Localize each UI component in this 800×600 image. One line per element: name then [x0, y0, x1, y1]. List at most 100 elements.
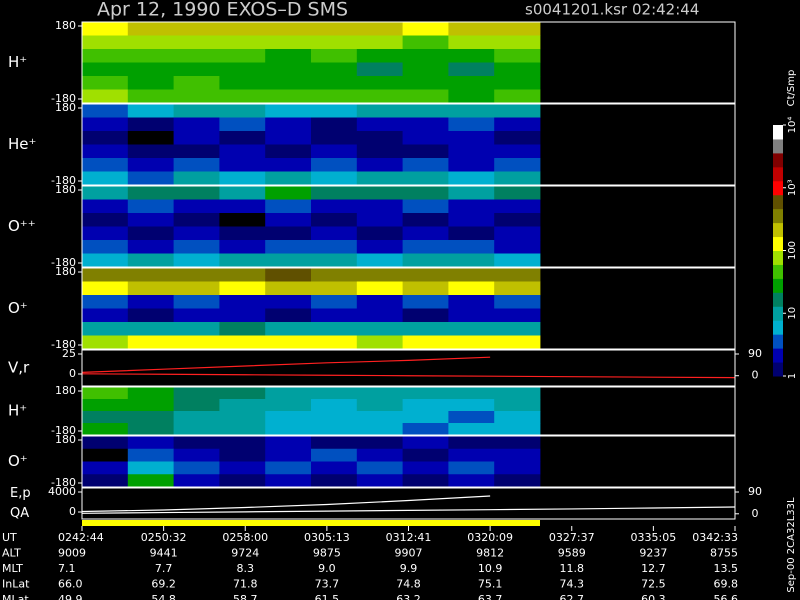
heatmap-cell: [82, 76, 129, 90]
heatmap-cell: [265, 268, 312, 282]
cell: 54.8: [151, 593, 176, 600]
heatmap-cell: [173, 49, 220, 63]
heatmap-cell: [127, 158, 174, 172]
heatmap-cell: [494, 335, 541, 350]
heatmap-cell: [356, 308, 403, 323]
heatmap-cell: [173, 411, 220, 424]
panel-frame: [81, 487, 736, 520]
heatmap-cell: [173, 144, 220, 159]
y-tick-label: -180: [51, 424, 76, 437]
heatmap-cell: [127, 387, 174, 400]
heatmap-cell: [127, 461, 174, 475]
heatmap-cell: [356, 131, 403, 145]
heatmap-cell: [448, 144, 495, 159]
colorbar-cell: [773, 125, 783, 140]
row-label: MLat: [2, 593, 29, 600]
cell: 63.2: [396, 593, 421, 600]
heatmap-cell: [173, 436, 220, 450]
heatmap-cell: [265, 158, 312, 172]
heatmap-cell: [173, 35, 220, 50]
heatmap-cell: [402, 448, 449, 462]
data-line: [81, 356, 491, 373]
heatmap-cell: [82, 144, 129, 159]
heatmap-cell: [265, 474, 312, 488]
heatmap-cell: [402, 461, 449, 475]
panel-label: QA: [10, 506, 29, 521]
colorbar-cell: [773, 334, 783, 349]
heatmap-cell: [494, 448, 541, 462]
heatmap-cell: [448, 308, 495, 323]
heatmap-cell: [173, 295, 220, 309]
heatmap-cell: [265, 436, 312, 450]
heatmap-cell: [448, 158, 495, 172]
heatmap-cell: [402, 399, 449, 412]
heatmap-cell: [448, 268, 495, 282]
heatmap-cell: [82, 474, 129, 488]
heatmap-cell: [173, 186, 220, 200]
heatmap-cell: [82, 117, 129, 132]
y2-tick-label: 0: [752, 369, 759, 382]
cell: 75.1: [478, 578, 503, 591]
heatmap-cell: [494, 49, 541, 63]
heatmap-cell: [219, 281, 266, 296]
heatmap-cell: [219, 131, 266, 145]
colorbar-cell: [773, 250, 783, 265]
heatmap-cell: [311, 436, 358, 450]
heatmap-cell: [356, 461, 403, 475]
heatmap-cell: [219, 49, 266, 63]
heatmap-cell: [356, 399, 403, 412]
heatmap-cell: [402, 295, 449, 309]
heatmap-cell: [356, 226, 403, 241]
heatmap-cell: [127, 144, 174, 159]
y-tick-label: 180: [55, 384, 76, 397]
panel-label: O⁺: [8, 299, 28, 317]
heatmap-cell: [494, 131, 541, 145]
cell: 8755: [710, 547, 738, 560]
row-label: UT: [2, 531, 17, 544]
heatmap-cell: [402, 226, 449, 241]
heatmap-cell: [219, 474, 266, 488]
heatmap-cell: [82, 104, 129, 118]
heatmap-cell: [402, 213, 449, 227]
heatmap-cell: [494, 144, 541, 159]
heatmap-cell: [402, 186, 449, 200]
heatmap-cell: [265, 171, 312, 186]
colorbar-cell: [773, 306, 783, 321]
heatmap-cell: [494, 281, 541, 296]
heatmap-cell: [219, 253, 266, 268]
heatmap-cell: [494, 308, 541, 323]
heatmap-cell: [265, 399, 312, 412]
heatmap-cell: [448, 387, 495, 400]
heatmap-cell: [82, 322, 129, 336]
heatmap-cell: [448, 322, 495, 336]
heatmap-cell: [265, 89, 312, 104]
heatmap-cell: [311, 226, 358, 241]
file-time: 02:42:44: [632, 1, 699, 19]
heatmap-cell: [448, 295, 495, 309]
heatmap-cell: [219, 76, 266, 90]
heatmap-cell: [173, 199, 220, 214]
qa-bar: [82, 520, 540, 526]
heatmap-cell: [82, 213, 129, 227]
heatmap-cell: [402, 49, 449, 63]
heatmap-cell: [127, 423, 174, 436]
row-label: InLat: [2, 578, 30, 591]
colorbar-label: Ct/Smp: [786, 70, 797, 107]
heatmap-cell: [311, 35, 358, 50]
heatmap-cell: [173, 22, 220, 36]
heatmap-cell: [173, 171, 220, 186]
heatmap-cell: [127, 226, 174, 241]
heatmap-cell: [265, 308, 312, 323]
cell: 0335:05: [631, 531, 677, 544]
panel-frame: [81, 185, 736, 268]
y-tick-label: -180: [51, 476, 76, 489]
heatmap-cell: [173, 387, 220, 400]
heatmap-cell: [356, 76, 403, 90]
colorbar-cell: [773, 320, 783, 335]
heatmap-cell: [448, 22, 495, 36]
cell: 0305:13: [304, 531, 350, 544]
heatmap-cell: [219, 240, 266, 254]
heatmap-cell: [311, 22, 358, 36]
heatmap-cell: [311, 448, 358, 462]
